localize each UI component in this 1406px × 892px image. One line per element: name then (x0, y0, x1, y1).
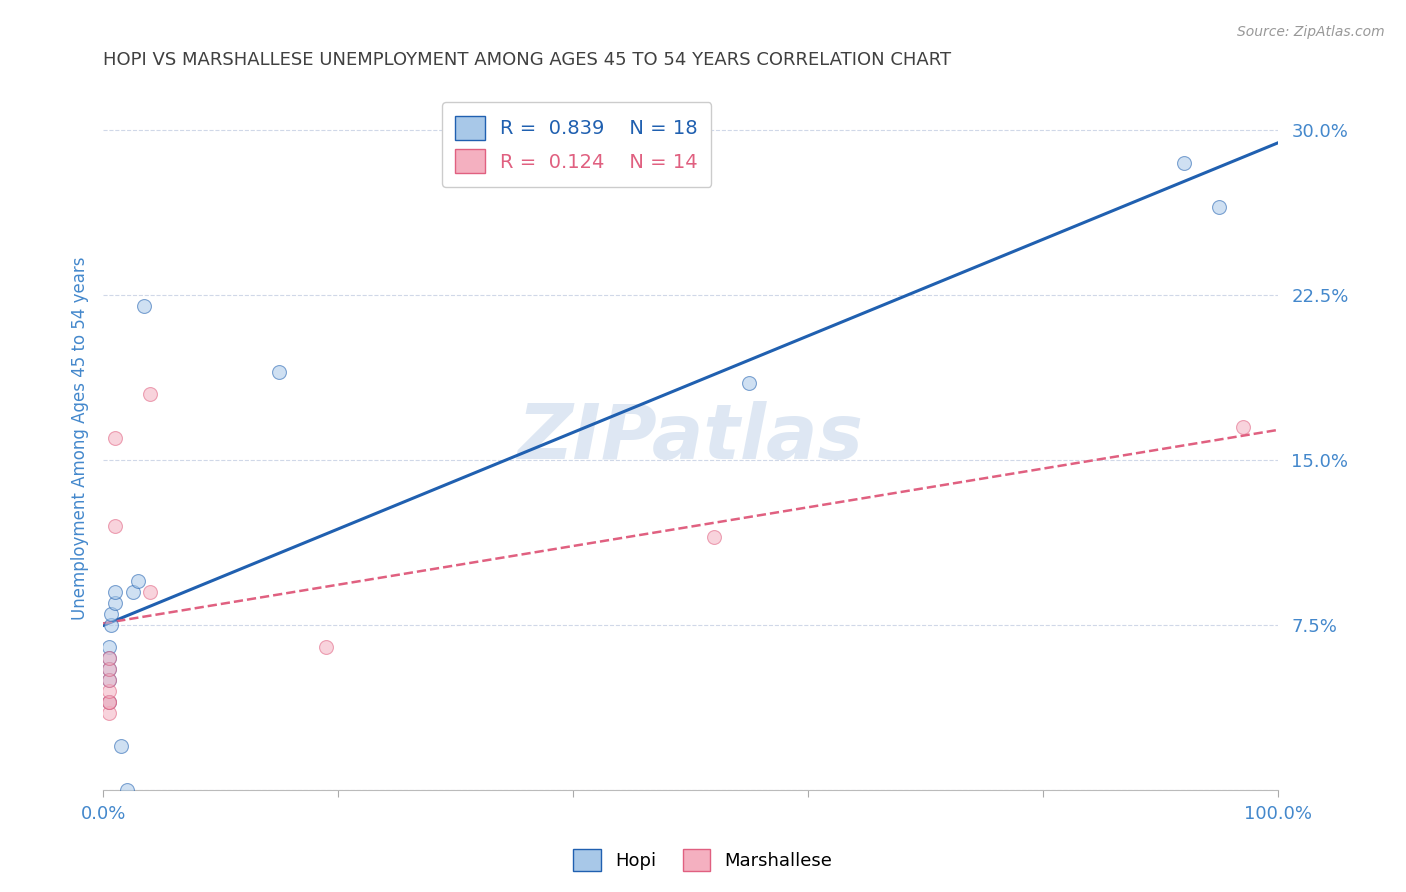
Point (98, 640, 121, 654)
Point (100, 607, 122, 621)
Point (104, 596, 127, 610)
Legend: R =  0.839    N = 18, R =  0.124    N = 14: R = 0.839 N = 18, R = 0.124 N = 14 (441, 103, 711, 186)
Point (1173, 155, 1195, 169)
Text: ZIPatlas: ZIPatlas (517, 401, 863, 475)
Point (98, 684, 121, 698)
Point (104, 585, 127, 599)
Point (98, 695, 121, 709)
Point (104, 519, 127, 533)
Point (1232, 420, 1254, 434)
Point (98, 662, 121, 676)
Point (738, 376, 761, 390)
Point (134, 299, 156, 313)
Text: HOPI VS MARSHALLESE UNEMPLOYMENT AMONG AGES 45 TO 54 YEARS CORRELATION CHART: HOPI VS MARSHALLESE UNEMPLOYMENT AMONG A… (103, 51, 952, 69)
Y-axis label: Unemployment Among Ages 45 to 54 years: Unemployment Among Ages 45 to 54 years (72, 256, 89, 620)
Point (1208, 200, 1230, 214)
Point (100, 618, 122, 632)
Point (98, 651, 121, 665)
Point (139, 585, 162, 599)
Point (139, 386, 162, 401)
Point (115, 783, 138, 797)
Point (315, 640, 337, 654)
Point (98, 695, 121, 709)
Point (98, 662, 121, 676)
Point (98, 695, 121, 709)
Point (703, 530, 725, 544)
Point (98, 673, 121, 687)
Point (98, 651, 121, 665)
Legend: Hopi, Marshallese: Hopi, Marshallese (567, 842, 839, 879)
Point (269, 365, 291, 379)
Point (98, 706, 121, 720)
Point (110, 739, 132, 754)
Point (127, 574, 149, 588)
Point (121, 585, 143, 599)
Text: Source: ZipAtlas.com: Source: ZipAtlas.com (1237, 25, 1385, 39)
Point (98, 673, 121, 687)
Point (104, 431, 127, 445)
